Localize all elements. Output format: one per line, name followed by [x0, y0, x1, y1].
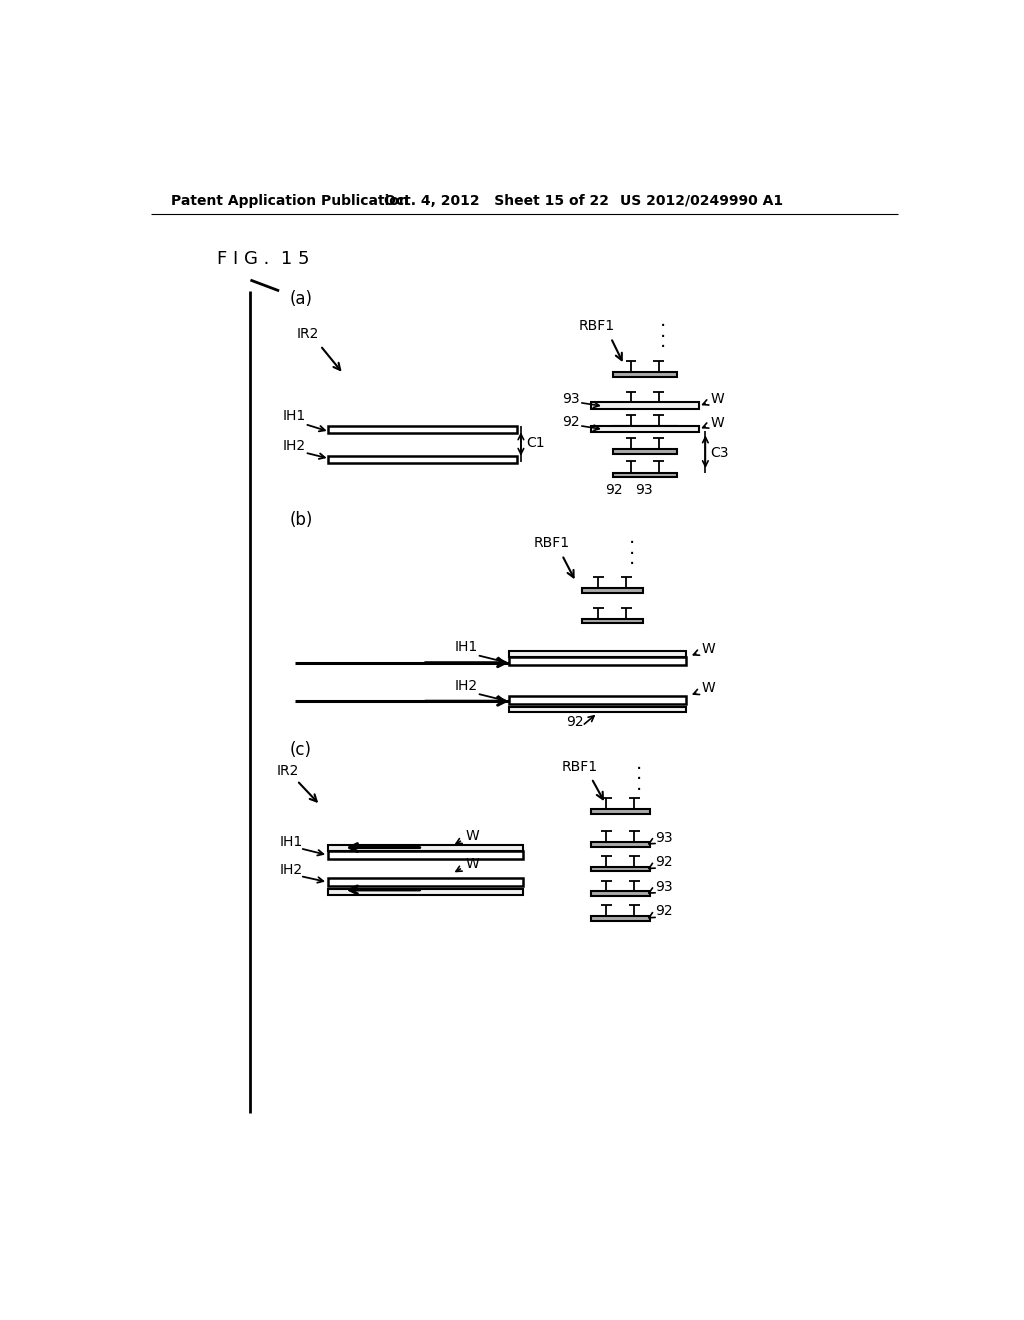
- Bar: [328, 890, 523, 895]
- Text: W: W: [701, 642, 715, 656]
- Text: IR2: IR2: [297, 327, 319, 341]
- Text: 93: 93: [562, 392, 580, 405]
- Bar: [613, 450, 677, 454]
- Text: 93: 93: [636, 483, 653, 496]
- Bar: [613, 404, 677, 408]
- Text: RBF1: RBF1: [579, 319, 615, 333]
- Text: 93: 93: [655, 830, 673, 845]
- Text: C3: C3: [710, 446, 728, 459]
- Text: ·: ·: [636, 759, 643, 779]
- Text: ·: ·: [629, 556, 635, 574]
- Text: IH2: IH2: [455, 678, 478, 693]
- Text: US 2012/0249990 A1: US 2012/0249990 A1: [621, 194, 783, 207]
- Bar: [591, 403, 699, 409]
- Text: W: W: [711, 416, 725, 429]
- Text: 93: 93: [655, 880, 673, 894]
- Text: 92: 92: [562, 414, 580, 429]
- Text: ·: ·: [659, 317, 666, 335]
- Bar: [328, 878, 523, 886]
- Text: RBF1: RBF1: [562, 760, 598, 774]
- Text: IH2: IH2: [280, 863, 303, 876]
- Text: W: W: [465, 857, 479, 871]
- Text: IH1: IH1: [280, 836, 303, 849]
- Text: (a): (a): [289, 290, 312, 309]
- Bar: [509, 696, 686, 704]
- Bar: [592, 916, 649, 921]
- Text: 92: 92: [604, 483, 623, 496]
- Bar: [592, 809, 649, 813]
- Text: C1: C1: [526, 437, 545, 450]
- Text: RBF1: RBF1: [534, 536, 569, 550]
- Bar: [583, 619, 643, 623]
- Text: Oct. 4, 2012   Sheet 15 of 22: Oct. 4, 2012 Sheet 15 of 22: [384, 194, 608, 207]
- Bar: [328, 851, 523, 859]
- Text: ·: ·: [629, 545, 635, 564]
- Bar: [583, 589, 643, 593]
- Text: IH2: IH2: [283, 440, 306, 453]
- Text: ·: ·: [636, 771, 643, 789]
- Text: ·: ·: [659, 338, 666, 358]
- Text: ·: ·: [659, 327, 666, 347]
- Bar: [328, 455, 517, 462]
- Text: (c): (c): [289, 741, 311, 759]
- Bar: [328, 426, 517, 433]
- Bar: [591, 425, 699, 432]
- Bar: [509, 651, 686, 656]
- Text: ·: ·: [629, 533, 635, 553]
- Bar: [509, 706, 686, 711]
- Bar: [592, 867, 649, 871]
- Text: W: W: [711, 392, 725, 407]
- Text: F I G .  1 5: F I G . 1 5: [217, 249, 309, 268]
- Text: 92: 92: [655, 855, 673, 869]
- Text: 92: 92: [566, 715, 584, 729]
- Bar: [328, 845, 523, 850]
- Text: IH1: IH1: [455, 640, 478, 655]
- Text: IR2: IR2: [276, 763, 299, 777]
- Text: ·: ·: [636, 781, 643, 800]
- Bar: [592, 842, 649, 847]
- Text: W: W: [465, 829, 479, 843]
- Text: 92: 92: [655, 904, 673, 919]
- Text: Patent Application Publication: Patent Application Publication: [171, 194, 409, 207]
- Text: (b): (b): [289, 511, 312, 529]
- Bar: [613, 372, 677, 378]
- Bar: [613, 473, 677, 478]
- Bar: [592, 891, 649, 896]
- Bar: [613, 426, 677, 430]
- Bar: [509, 657, 686, 665]
- Text: W: W: [701, 681, 715, 696]
- Text: IH1: IH1: [283, 409, 306, 424]
